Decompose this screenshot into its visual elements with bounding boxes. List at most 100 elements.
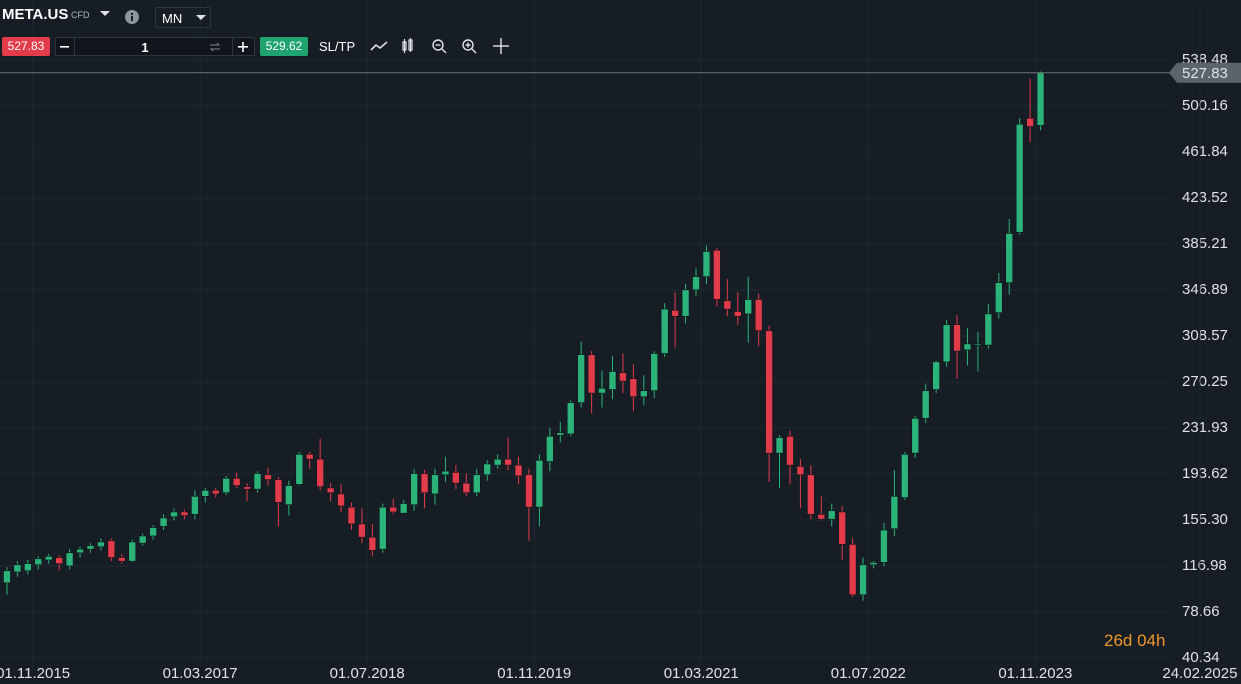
candle-body: [754, 299, 763, 331]
candle-body: [1036, 72, 1045, 126]
candle-body: [880, 529, 888, 563]
candle-body: [974, 343, 982, 346]
y-tick-label: 231.93: [1182, 419, 1228, 436]
candle-body: [827, 510, 836, 520]
candle-tool[interactable]: [402, 38, 413, 53]
candle-body: [34, 558, 43, 566]
candle-body: [890, 496, 899, 530]
x-tick-label: 01.11.2015: [0, 665, 70, 682]
candle-body: [692, 276, 700, 291]
candle-body: [295, 454, 304, 485]
candle-body: [410, 473, 418, 506]
y-tick-label: 308.57: [1182, 327, 1228, 344]
y-tick-label: 500.16: [1182, 97, 1228, 114]
candle-body: [671, 309, 679, 317]
candle-body: [702, 251, 711, 277]
y-tick-label: 346.89: [1182, 281, 1228, 298]
candle-body: [681, 289, 690, 317]
candle-body: [264, 474, 272, 480]
candle-body: [838, 511, 846, 545]
candle-body: [953, 324, 961, 352]
candle-body: [598, 388, 606, 394]
candle-body: [358, 523, 366, 538]
candle-body: [901, 454, 909, 498]
y-tick-label: 116.98: [1182, 557, 1227, 574]
y-tick-label: 423.52: [1182, 189, 1228, 206]
candle-body: [55, 557, 63, 564]
candle-body: [347, 506, 356, 525]
candle-body: [483, 463, 492, 476]
candle-body: [420, 473, 429, 494]
info-icon[interactable]: [124, 9, 140, 25]
chart-tools: [370, 38, 509, 54]
x-tick-label: 01.07.2018: [330, 665, 405, 682]
candle-body: [504, 458, 512, 466]
sltp-button[interactable]: SL/TP: [319, 39, 356, 54]
candle-body: [629, 378, 638, 398]
quantity-input[interactable]: 1: [55, 37, 255, 56]
candle-body: [786, 436, 794, 466]
minus-button[interactable]: [59, 42, 71, 52]
symbol-dropdown[interactable]: [99, 10, 111, 18]
toolbar: META.US CFD MN 527.83 1 529.62 SL/TP: [0, 0, 1241, 62]
candle-body: [138, 535, 147, 544]
candle-body: [765, 330, 773, 454]
sell-button[interactable]: 527.83: [2, 37, 50, 56]
candle-body: [305, 454, 314, 460]
candle-body: [128, 541, 137, 562]
candle-body: [514, 464, 523, 477]
candle-body: [619, 372, 627, 382]
y-tick-label: 193.62: [1182, 465, 1228, 482]
plus-button[interactable]: [237, 41, 249, 53]
divider: [74, 38, 75, 56]
symbol[interactable]: META.US: [2, 6, 69, 23]
candle-body: [817, 514, 826, 520]
zoom-out[interactable]: [432, 39, 447, 54]
candle-body: [201, 490, 210, 497]
candle-body: [587, 354, 596, 394]
candle-body: [640, 390, 648, 398]
timeframe-select[interactable]: MN: [155, 7, 211, 28]
candle-body: [399, 503, 408, 514]
candle-body: [462, 482, 471, 494]
candle-body: [159, 517, 168, 527]
candle-body: [452, 472, 460, 484]
line-tool[interactable]: [370, 41, 388, 51]
candle-body: [191, 496, 199, 515]
y-tick-label: 40.34: [1182, 649, 1220, 666]
candle-body: [535, 460, 544, 508]
candle-body: [170, 511, 178, 518]
candle-body: [97, 541, 105, 548]
candle-body: [733, 311, 742, 317]
candle-body: [326, 487, 335, 494]
swap-icon[interactable]: [208, 41, 222, 53]
y-tick-label: 385.21: [1182, 235, 1228, 252]
candle-body: [243, 486, 251, 490]
candle-body: [807, 474, 815, 515]
candle-body: [472, 474, 481, 494]
candle-body: [65, 552, 74, 567]
candle-body: [713, 249, 721, 300]
candle-body: [556, 432, 565, 436]
candle-body: [608, 371, 617, 390]
last-price-label: 527.83: [1182, 65, 1228, 82]
candle-body: [118, 557, 126, 562]
candle-body: [389, 506, 398, 513]
x-tick-label: 01.11.2019: [497, 665, 571, 682]
candle-body: [86, 545, 95, 550]
x-tick-label: 01.03.2017: [163, 665, 238, 682]
x-tick-label: 01.11.2023: [998, 665, 1072, 682]
y-tick-label: 155.30: [1182, 511, 1228, 528]
candle-body: [911, 418, 920, 454]
candle-body: [211, 490, 220, 495]
zoom-in[interactable]: [462, 39, 477, 54]
bar-countdown: 26d 04h: [1104, 631, 1166, 650]
move-tool[interactable]: [493, 38, 509, 54]
buy-button[interactable]: 529.62: [260, 37, 308, 56]
candle-body: [932, 361, 940, 390]
timeframe-dropdown: [196, 15, 206, 20]
candle-body: [994, 282, 1003, 313]
candle-body: [660, 308, 669, 354]
